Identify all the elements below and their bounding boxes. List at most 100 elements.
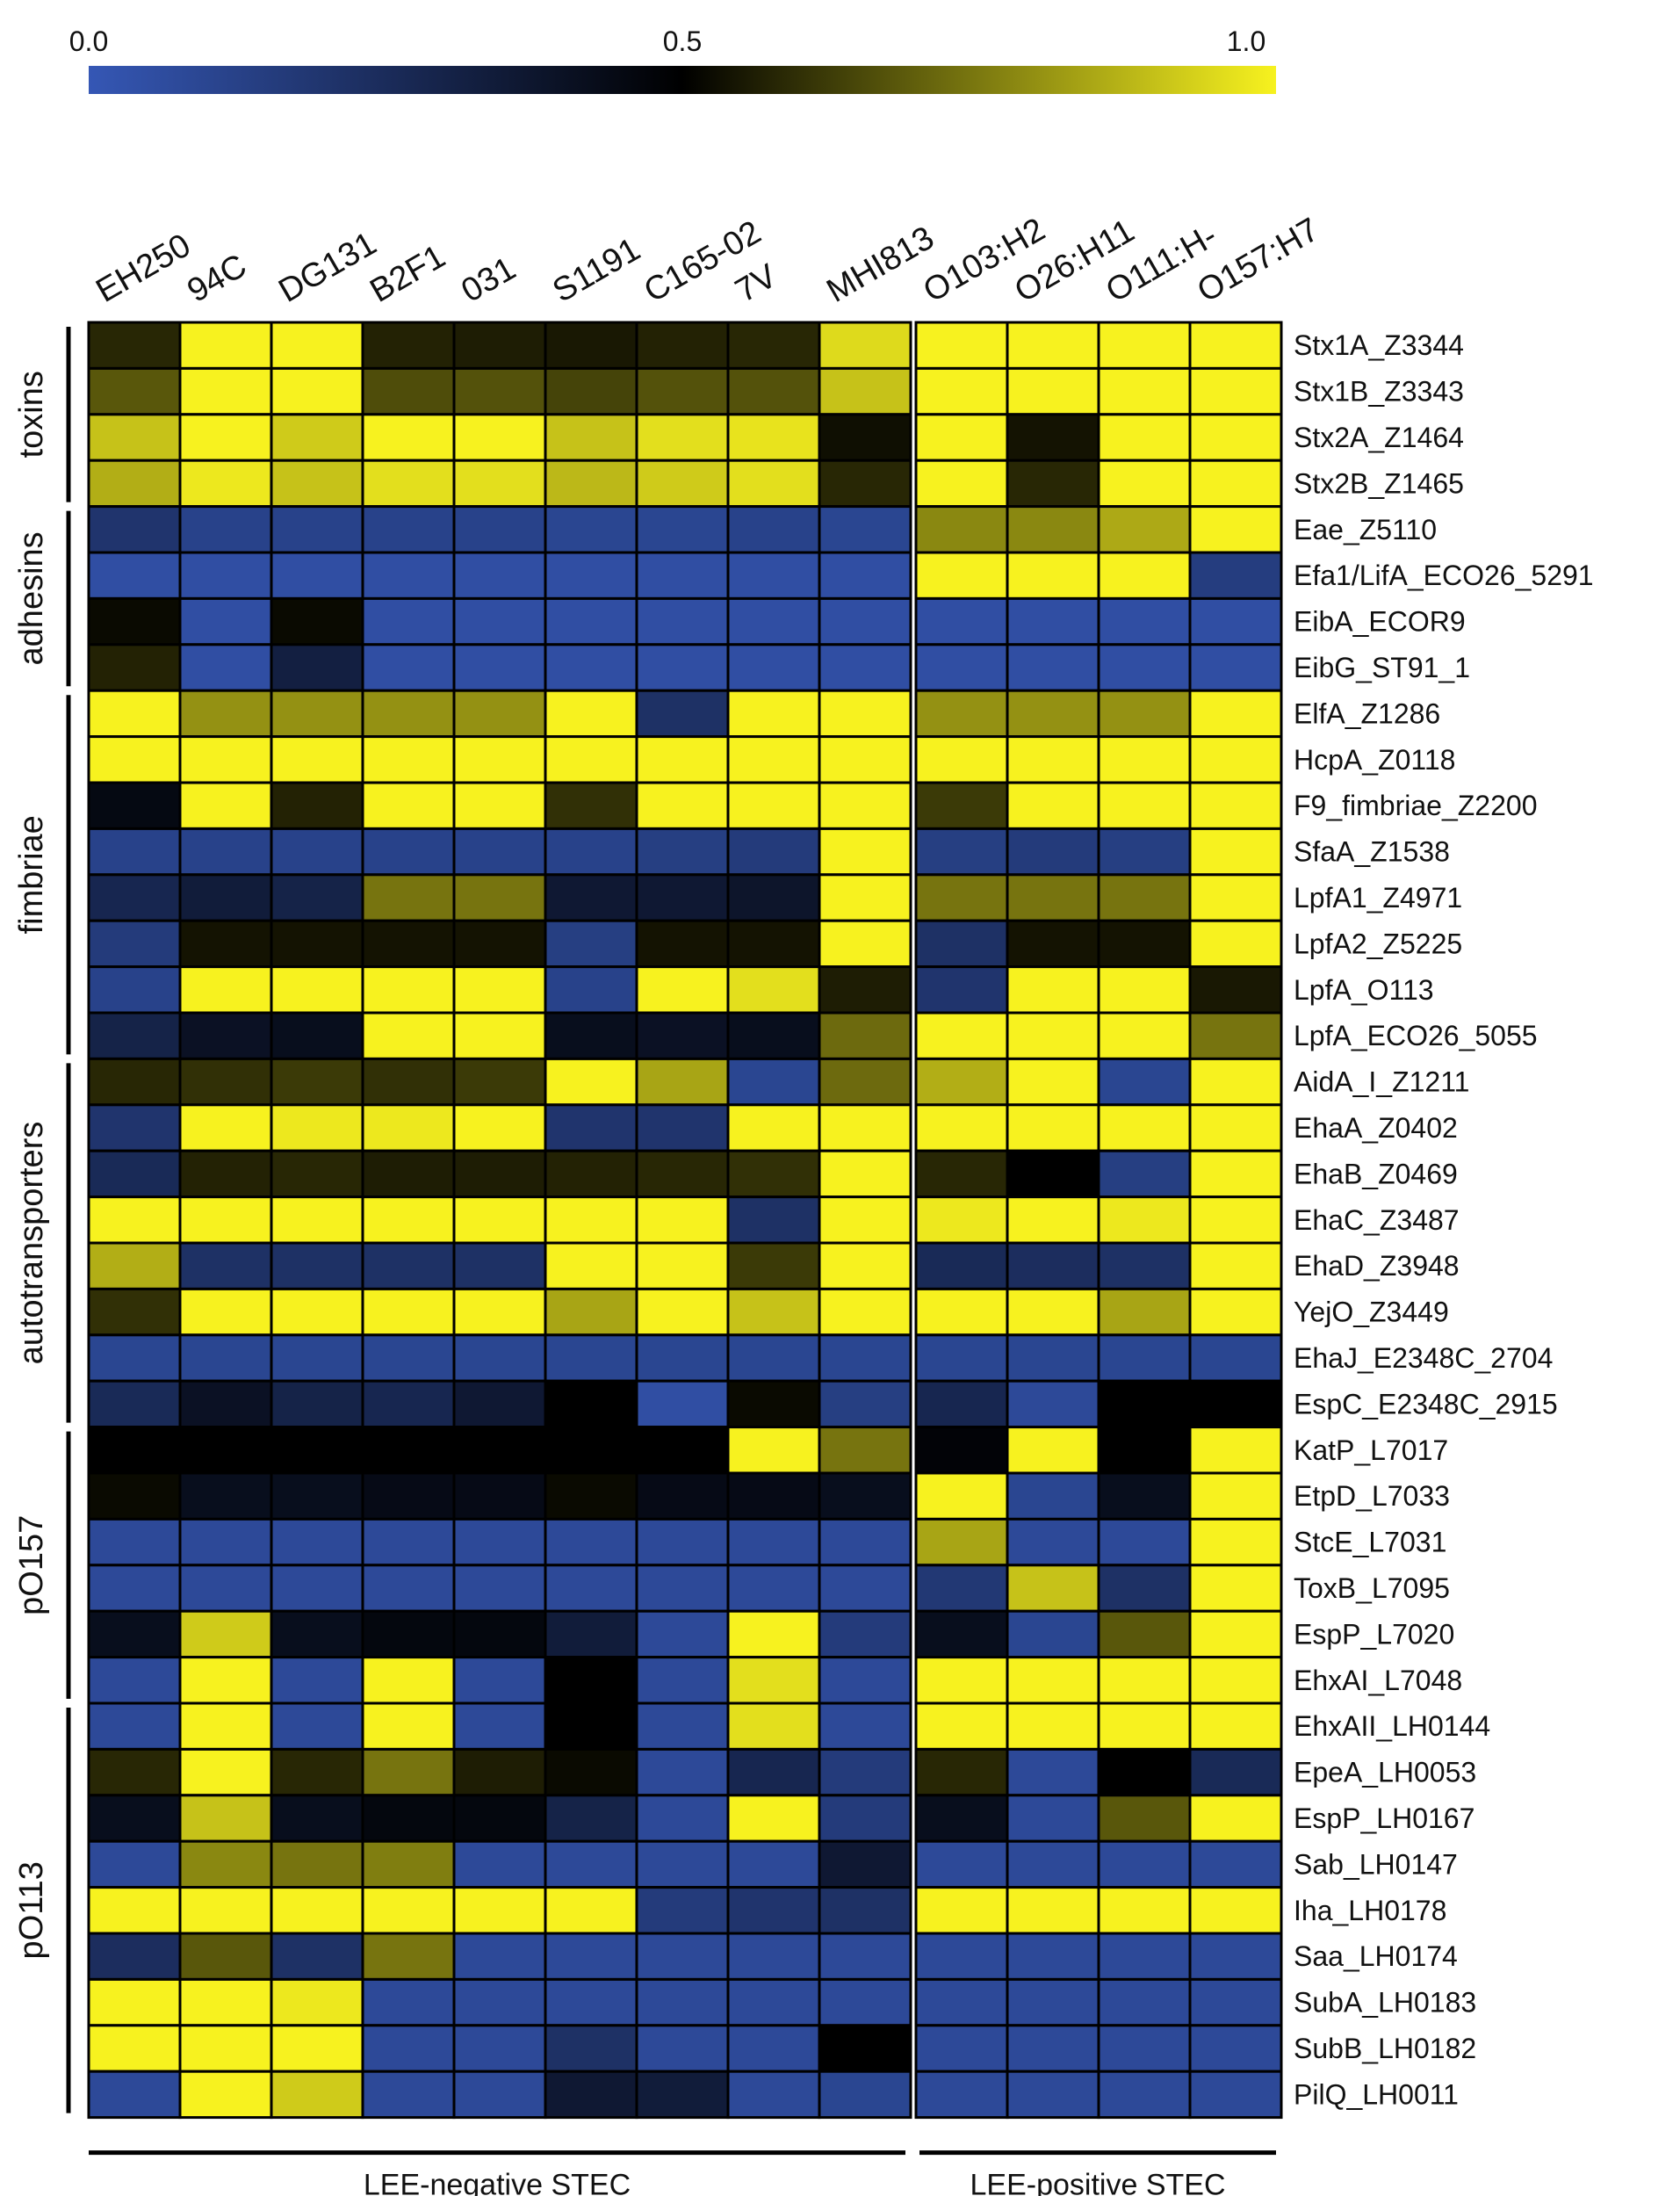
heatmap-cell (270, 366, 364, 416)
heatmap-cell (818, 321, 912, 370)
heatmap-cell (544, 1011, 638, 1060)
heatmap-cell (87, 2070, 182, 2120)
heatmap-cell (635, 1886, 730, 1935)
heatmap-cell (452, 1196, 547, 1245)
heatmap-cell (818, 1196, 912, 1245)
row-label: EhxAII_LH0144 (1294, 1710, 1490, 1742)
heatmap-cell (914, 965, 1009, 1015)
row-group-label: pO157 (13, 1515, 50, 1615)
heatmap-cell (178, 596, 273, 647)
heatmap-cell (544, 781, 638, 830)
row-label: F9_fimbriae_Z2200 (1294, 790, 1537, 821)
heatmap-cell (452, 1471, 547, 1521)
heatmap-cell (635, 1011, 730, 1060)
heatmap-cell (1006, 1747, 1100, 1797)
heatmap-cell (1188, 1149, 1283, 1199)
row-group-label: toxins (13, 371, 50, 458)
heatmap-cell (270, 1103, 364, 1152)
heatmap-cell (361, 505, 456, 554)
heatmap-cell (178, 1241, 273, 1290)
heatmap-cell (914, 1196, 1009, 1245)
row-group-label: adhesins (13, 531, 50, 665)
heatmap-cell (87, 366, 182, 416)
heatmap-cell (178, 827, 273, 877)
row-label: YejO_Z3449 (1294, 1297, 1449, 1328)
heatmap-cell (1006, 1794, 1100, 1843)
heatmap-cell (270, 2070, 364, 2120)
heatmap-cell (270, 873, 364, 922)
heatmap-cell (452, 2024, 547, 2073)
heatmap-cell (87, 413, 182, 462)
heatmap-cell (452, 1426, 547, 1475)
heatmap-cell (178, 919, 273, 969)
heatmap-cell (1097, 321, 1192, 370)
heatmap-cell (818, 1932, 912, 1981)
heatmap-cell (726, 1471, 821, 1521)
heatmap-cell (818, 1839, 912, 1889)
heatmap-cell (452, 2070, 547, 2120)
heatmap-cell (361, 2024, 456, 2073)
heatmap-cell (178, 366, 273, 416)
heatmap-cell (1006, 1379, 1100, 1429)
heatmap-cell (87, 2024, 182, 2073)
heatmap-cell (87, 965, 182, 1015)
heatmap-cell (914, 1609, 1009, 1659)
heatmap-cell (914, 1517, 1009, 1567)
heatmap-cell (361, 2070, 456, 2120)
heatmap-cell (635, 1149, 730, 1199)
heatmap-cell (361, 1656, 456, 1705)
heatmap-cell (178, 1196, 273, 1245)
heatmap-cell (361, 1241, 456, 1290)
heatmap-cell (1006, 321, 1100, 370)
heatmap-cell (1097, 827, 1192, 877)
heatmap-cell (635, 2070, 730, 2120)
heatmap-cell (270, 1379, 364, 1429)
heatmap-cell (1006, 781, 1100, 830)
heatmap-cell (818, 1701, 912, 1751)
heatmap-cell (178, 689, 273, 739)
column-group-brackets: LEE-negative STEC LEE-positive STEC (89, 2150, 1276, 2196)
heatmap-cell (361, 1609, 456, 1659)
heatmap-cell (544, 1701, 638, 1751)
column-label: MHI813 (821, 220, 941, 310)
row-label: SfaA_Z1538 (1294, 836, 1450, 868)
heatmap-cell (544, 689, 638, 739)
heatmap-cell (1006, 1839, 1100, 1889)
heatmap-cell (1188, 965, 1283, 1015)
heatmap-cell (818, 689, 912, 739)
heatmap-cell (178, 643, 273, 692)
heatmap-cell (270, 321, 364, 370)
heatmap-cell (178, 1517, 273, 1567)
column-label: S1191 (547, 231, 647, 310)
heatmap-cell (635, 735, 730, 784)
heatmap-cell (1188, 413, 1283, 462)
heatmap-cell (270, 1287, 364, 1337)
heatmap-cell (544, 1656, 638, 1705)
heatmap-cell (1006, 1426, 1100, 1475)
heatmap-cell (1188, 1241, 1283, 1290)
heatmap-cell (1006, 827, 1100, 877)
heatmap-cell (914, 1426, 1009, 1475)
heatmap-cell (818, 1609, 912, 1659)
heatmap-cell (178, 505, 273, 554)
heatmap-cell (726, 1196, 821, 1245)
heatmap-cell (1188, 1011, 1283, 1060)
heatmap-cell (452, 965, 547, 1015)
row-label: EhaA_Z0402 (1294, 1112, 1458, 1144)
heatmap-cell (544, 919, 638, 969)
heatmap-cell (270, 827, 364, 877)
heatmap-cell (87, 596, 182, 647)
heatmap-cell (452, 1333, 547, 1383)
heatmap-cell (87, 1333, 182, 1383)
heatmap-cell (818, 366, 912, 416)
heatmap-cell (87, 919, 182, 969)
heatmap-cell (1097, 1287, 1192, 1337)
heatmap-cell (1188, 643, 1283, 692)
heatmap-cell (270, 551, 364, 600)
heatmap-cell (1188, 1747, 1283, 1797)
heatmap-cell (270, 1656, 364, 1705)
heatmap-cell (635, 1471, 730, 1521)
row-labels: Stx1A_Z3344 Stx1B_Z3343 Stx2A_Z1464 Stx2B_Z… (1294, 329, 1594, 2110)
heatmap-cell (726, 1747, 821, 1797)
